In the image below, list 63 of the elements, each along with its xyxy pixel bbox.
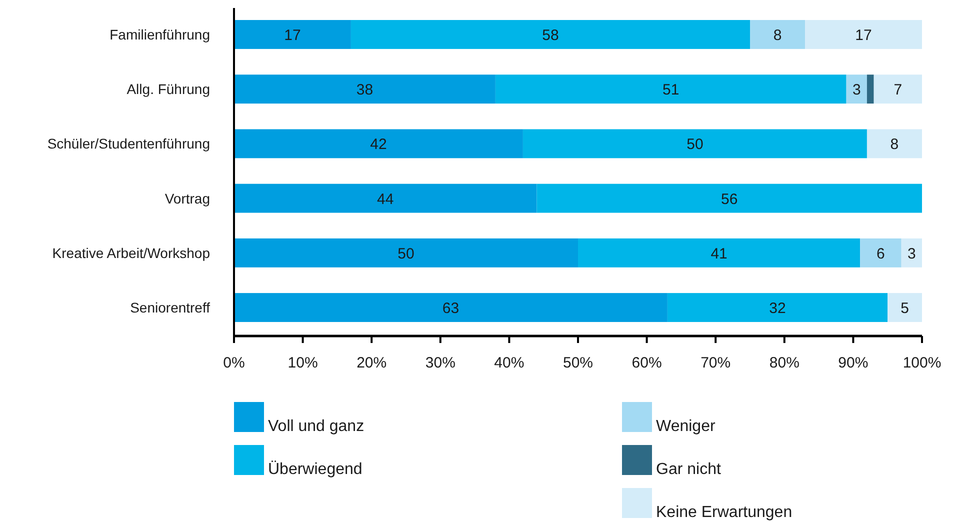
data-label: 50 [398, 245, 414, 262]
bar [522, 129, 867, 158]
y-tick-label: Schüler/Studentenführung [47, 136, 210, 152]
bar [578, 238, 860, 268]
legend-label: Keine Erwartungen [656, 504, 792, 521]
y-tick-label: Allg. Führung [126, 81, 210, 98]
x-tick-label: 50% [562, 354, 594, 372]
data-label: 32 [769, 300, 786, 318]
data-label: 44 [377, 190, 394, 208]
bar [234, 184, 537, 213]
bar [667, 293, 888, 322]
bar [350, 20, 750, 49]
bar [901, 238, 922, 268]
x-tick-label: 60% [632, 354, 662, 372]
x-tick-label: 20% [356, 354, 387, 372]
legend-label: Überwiegend [268, 460, 362, 478]
bar [805, 20, 922, 49]
data-label: 3 [908, 245, 916, 262]
x-tick-label: 30% [425, 354, 456, 372]
bar [888, 293, 922, 322]
data-label: 8 [773, 26, 782, 44]
bar [495, 74, 846, 104]
bar [536, 184, 922, 213]
bar [234, 293, 668, 322]
x-tick-label: 40% [494, 354, 524, 372]
bar [874, 74, 922, 104]
data-label: 6 [876, 245, 885, 262]
data-label: 50 [686, 136, 704, 154]
bar [860, 238, 902, 268]
bar [866, 129, 922, 158]
bar [750, 20, 806, 49]
bar [866, 74, 874, 104]
bar [234, 20, 351, 49]
data-label: 8 [890, 136, 899, 154]
data-label: 42 [370, 136, 387, 154]
data-label: 3 [852, 82, 861, 99]
data-label: 5 [900, 300, 909, 318]
bar [846, 74, 867, 104]
bar [234, 238, 578, 268]
data-label: 63 [442, 300, 460, 318]
y-tick-label: Familienführung [110, 26, 210, 42]
data-label: 7 [894, 82, 902, 99]
y-tick-label: Kreative Arbeit/Workshop [52, 244, 210, 261]
data-label: 56 [721, 190, 738, 208]
y-tick-label: Seniorentreff [130, 300, 210, 316]
data-label: 58 [542, 26, 559, 44]
data-label: 38 [356, 82, 374, 99]
x-tick-label: 100% [902, 354, 942, 372]
x-tick-label: 0% [223, 354, 245, 372]
x-tick-label: 80% [769, 354, 800, 372]
bar [234, 74, 496, 104]
x-tick-label: 90% [838, 354, 868, 372]
y-tick-label: Vortrag [164, 190, 210, 206]
data-label: 17 [855, 26, 872, 44]
legend-label: Voll und ganz [268, 418, 364, 435]
data-label: 41 [710, 245, 728, 262]
legend-label: Weniger [656, 418, 716, 435]
data-label: 17 [284, 26, 301, 44]
x-tick-label: 70% [700, 354, 731, 372]
bar [234, 129, 523, 158]
x-tick-label: 10% [288, 354, 318, 372]
legend-label: Gar nicht [656, 461, 722, 478]
data-label: 51 [662, 82, 680, 99]
